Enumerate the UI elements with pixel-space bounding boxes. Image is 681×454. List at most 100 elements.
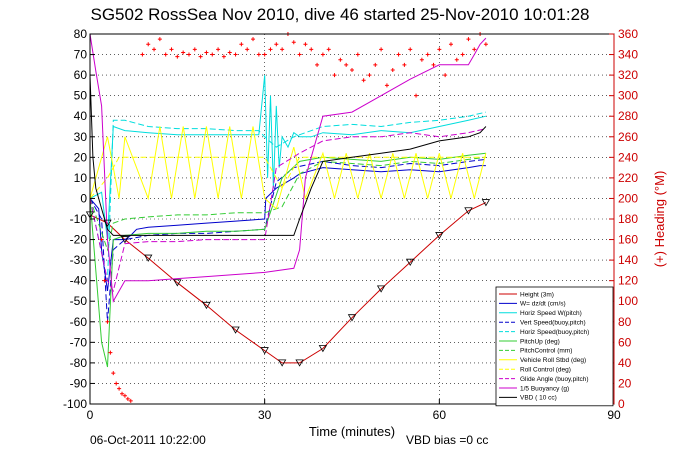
height-marker (481, 199, 491, 207)
heading-marker (102, 278, 107, 283)
y-tick-label: 70 (74, 48, 88, 62)
heading-marker (256, 52, 261, 57)
height-marker (376, 285, 386, 293)
heading-marker (152, 47, 157, 52)
heading-marker (431, 62, 436, 67)
heading-marker (384, 83, 389, 88)
heading-marker (350, 67, 354, 72)
x-tick-label: 0 (87, 408, 94, 422)
heading-marker (192, 47, 197, 52)
x-tick-label: 30 (258, 408, 272, 422)
heading-marker (367, 73, 372, 78)
heading-marker (251, 37, 256, 42)
height-marker (277, 359, 287, 367)
heading-marker (373, 62, 378, 67)
height-marker (318, 345, 328, 353)
legend: Height (3m) W= dz/dt (cm/s) Horiz Speed W(… (495, 286, 614, 407)
heading-marker (443, 73, 448, 78)
y-tick-label: 80 (74, 27, 88, 41)
height-marker (202, 301, 211, 310)
heading-marker (120, 391, 125, 396)
heading-marker (396, 52, 401, 57)
y-tick-label: -50 (70, 294, 88, 308)
y-tick-label: 40 (74, 109, 88, 123)
height-marker (347, 314, 357, 322)
y2-tick-label: 220 (618, 171, 638, 185)
series-line (89, 158, 486, 322)
legend-label: 1/5 Buoyancy (g) (520, 385, 569, 392)
heading-marker (210, 52, 215, 57)
y-tick-label: 60 (74, 68, 88, 82)
legend-label: Glide Angle (buoy,pitch) (520, 376, 589, 383)
legend-label: W= dz/dt (cm/s) (520, 301, 566, 308)
y2-tick-label: 40 (618, 356, 632, 370)
y2-axis-label: (+) Heading (°M) (652, 171, 667, 268)
y-tick-label: 50 (74, 89, 88, 103)
y2-tick-label: 200 (618, 191, 638, 205)
series-line (89, 152, 486, 368)
series-line (89, 126, 487, 210)
x-tick-label: 90 (607, 408, 621, 422)
heading-marker (111, 371, 116, 376)
y2-tick-label: 320 (618, 68, 638, 82)
heading-marker (448, 42, 453, 47)
y2-tick-label: 340 (618, 48, 638, 62)
axes: -100-90-80-70-60-50-40-30-20-10010203040… (63, 27, 638, 422)
height-marker (295, 359, 304, 367)
heading-marker (280, 47, 285, 52)
heading-marker (338, 57, 343, 62)
heading-marker (114, 381, 119, 386)
height-marker (103, 219, 112, 227)
heading-marker (466, 37, 471, 42)
heading-marker (221, 54, 226, 59)
height-marker (144, 254, 153, 262)
height-marker (435, 232, 444, 240)
series-line (89, 75, 487, 236)
heading-marker (198, 54, 203, 59)
y-tick-label: 0 (80, 191, 87, 205)
heading-marker (454, 57, 459, 62)
height-marker (120, 236, 130, 244)
x-axis-label: Time (minutes) (309, 424, 395, 439)
heading-marker (303, 42, 308, 47)
y2-tick-label: 160 (618, 233, 638, 247)
heading-marker (233, 52, 238, 57)
heading-marker (320, 52, 325, 57)
series-line (89, 202, 487, 364)
footer-timestamp: 06-Oct-2011 10:22:00 (90, 433, 206, 447)
heading-marker (414, 93, 419, 98)
legend-label: PitchControl (mm) (520, 348, 572, 355)
series-line (89, 156, 486, 252)
heading-marker (146, 42, 151, 47)
y-tick-label: -70 (70, 335, 88, 349)
heading-marker (245, 47, 250, 52)
legend-label: Horiz Speed W(pitch) (520, 310, 582, 317)
legend-label: VBD ( 10 cc) (520, 395, 557, 402)
heading-marker (315, 62, 320, 67)
height-marker (464, 207, 473, 215)
y2-tick-label: 140 (618, 253, 638, 267)
heading-marker (390, 67, 395, 72)
y-tick-label: -30 (70, 253, 88, 267)
heading-marker (125, 396, 130, 401)
heading-marker (355, 52, 360, 57)
heading-marker (108, 350, 113, 355)
heading-marker (186, 52, 191, 57)
y2-tick-label: 100 (618, 294, 638, 308)
legend-label: Horiz Speed(buoy,pitch) (520, 329, 589, 336)
legend-label: Vehicle Roll Stbd (deg) (520, 357, 586, 364)
heading-marker (117, 386, 122, 391)
series-line (89, 33, 487, 303)
y2-tick-label: 60 (618, 335, 632, 349)
legend-label: Roll Control (deg) (520, 367, 571, 374)
series-line (89, 75, 487, 240)
y2-tick-label: 180 (618, 212, 638, 226)
series-line (89, 111, 487, 281)
series-line (89, 128, 487, 293)
heading-marker (309, 47, 314, 52)
y2-tick-label: 0 (618, 397, 625, 411)
heading-marker (483, 42, 488, 47)
y-tick-label: -10 (70, 212, 88, 226)
